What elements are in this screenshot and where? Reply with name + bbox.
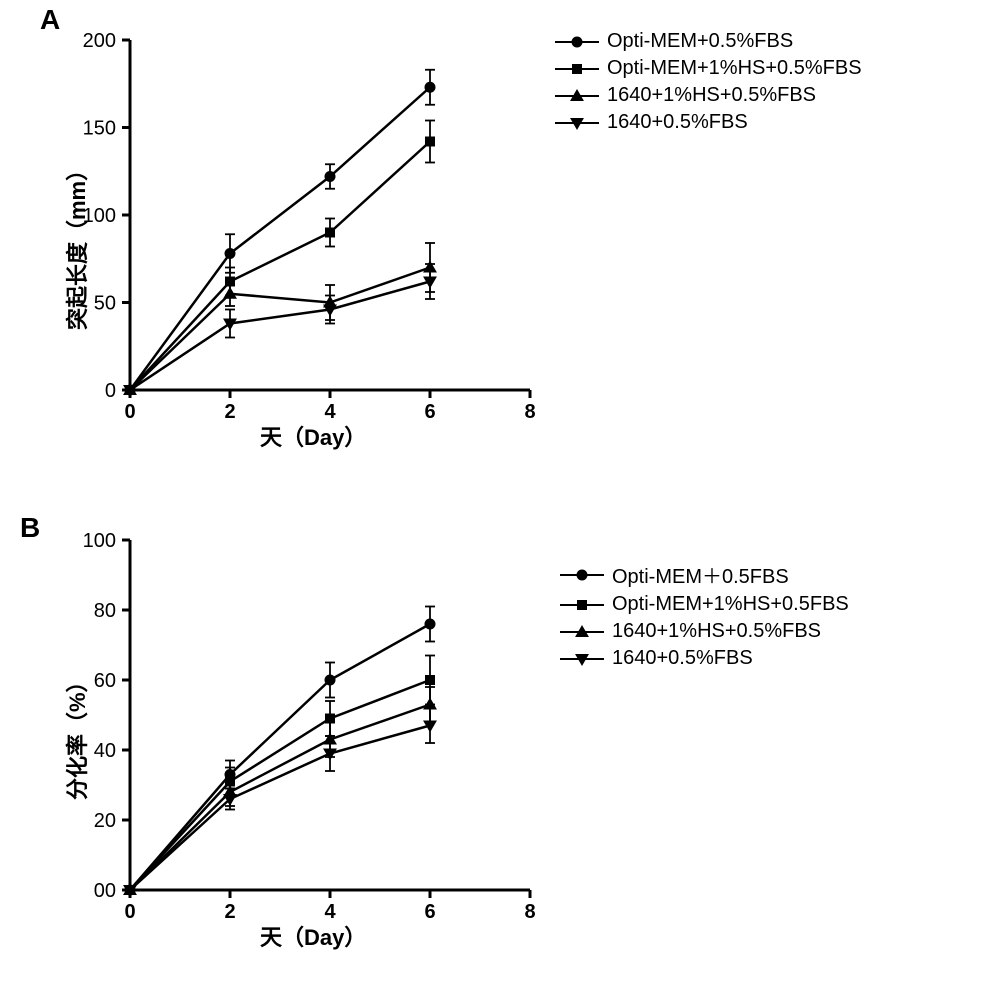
legend-item: 1640+1%HS+0.5%FBS [560, 620, 849, 643]
svg-text:6: 6 [424, 401, 435, 423]
panel-b-plot: 024680020406080100 [130, 540, 530, 890]
panel-a-label: A [40, 4, 60, 36]
svg-text:0: 0 [124, 401, 135, 423]
figure-page: A 02468050100150200 突起长度（mm） 天（Day） Opti… [0, 0, 1000, 982]
svg-text:6: 6 [424, 901, 435, 923]
svg-text:100: 100 [83, 530, 116, 552]
panel-b-x-label: 天（Day） [260, 920, 366, 952]
legend-text: Opti-MEM＋0.5FBS [612, 560, 789, 589]
legend-item: Opti-MEM+0.5%FBS [555, 30, 862, 53]
legend-text: Opti-MEM+0.5%FBS [607, 30, 793, 53]
svg-text:8: 8 [524, 401, 535, 423]
panel-b-y-label: 分化率（%） [60, 670, 92, 800]
panel-b-label: B [20, 512, 40, 544]
legend-item: Opti-MEM+1%HS+0.5FBS [560, 593, 849, 616]
svg-text:00: 00 [94, 880, 116, 902]
panel-a-y-label: 突起长度（mm） [60, 159, 92, 330]
svg-text:60: 60 [94, 670, 116, 692]
panel-a-plot: 02468050100150200 [130, 40, 530, 390]
svg-text:0: 0 [105, 380, 116, 402]
panel-b-legend: Opti-MEM＋0.5FBS Opti-MEM+1%HS+0.5FBS 1640+… [560, 560, 849, 674]
legend-text: 1640+1%HS+0.5%FBS [612, 620, 821, 643]
legend-text: Opti-MEM+1%HS+0.5%FBS [607, 57, 862, 80]
svg-text:40: 40 [94, 740, 116, 762]
legend-text: Opti-MEM+1%HS+0.5FBS [612, 593, 849, 616]
legend-item: 1640+0.5%FBS [560, 647, 849, 670]
svg-text:8: 8 [524, 901, 535, 923]
svg-text:200: 200 [83, 30, 116, 52]
legend-item: Opti-MEM+1%HS+0.5%FBS [555, 57, 862, 80]
svg-text:20: 20 [94, 810, 116, 832]
svg-text:50: 50 [94, 293, 116, 315]
svg-text:80: 80 [94, 600, 116, 622]
svg-text:150: 150 [83, 118, 116, 140]
panel-a-x-label: 天（Day） [260, 420, 366, 452]
panel-a-legend: Opti-MEM+0.5%FBS Opti-MEM+1%HS+0.5%FBS 164… [555, 30, 862, 138]
legend-text: 1640+0.5%FBS [607, 111, 748, 134]
legend-text: 1640+1%HS+0.5%FBS [607, 84, 816, 107]
legend-item: 1640+0.5%FBS [555, 111, 862, 134]
svg-text:0: 0 [124, 901, 135, 923]
legend-item: 1640+1%HS+0.5%FBS [555, 84, 862, 107]
svg-text:2: 2 [224, 401, 235, 423]
legend-text: 1640+0.5%FBS [612, 647, 753, 670]
svg-text:2: 2 [224, 901, 235, 923]
legend-item: Opti-MEM＋0.5FBS [560, 560, 849, 589]
